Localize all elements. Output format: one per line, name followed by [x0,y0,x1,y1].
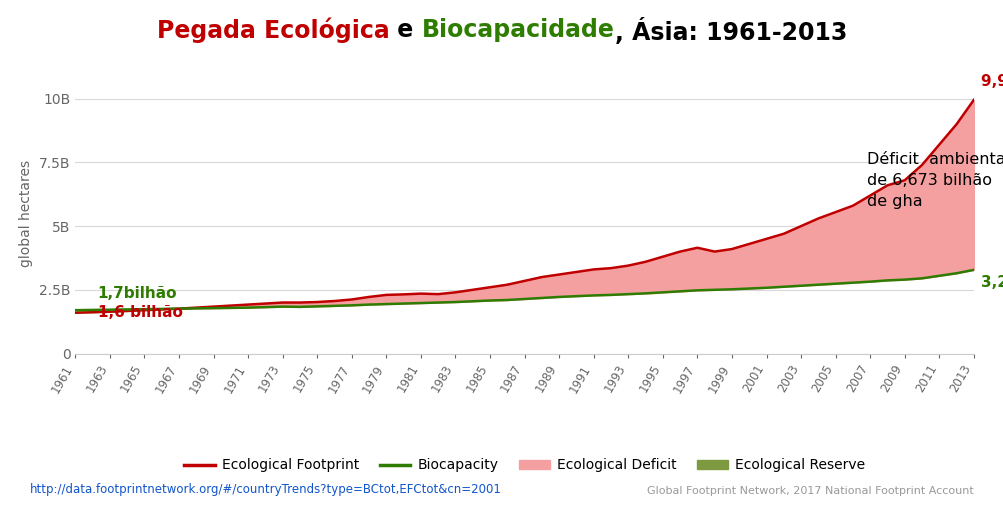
Text: e: e [389,18,421,42]
Text: 9,956 bilhões: 9,956 bilhões [980,74,1003,89]
Text: 1,6 bilhão: 1,6 bilhão [97,306,183,320]
Y-axis label: global hectares: global hectares [19,160,33,267]
Text: Pegada Ecológica: Pegada Ecológica [156,18,389,43]
Legend: Ecological Footprint, Biocapacity, Ecological Deficit, Ecological Reserve: Ecological Footprint, Biocapacity, Ecolo… [179,453,870,478]
Text: http://data.footprintnetwork.org/#/countryTrends?type=BCtot,EFCtot&cn=2001: http://data.footprintnetwork.org/#/count… [30,483,501,496]
Text: Biocapacidade: Biocapacidade [421,18,614,42]
Text: 1,7bilhão: 1,7bilhão [97,285,178,300]
Text: Global Footprint Network, 2017 National Footprint Account: Global Footprint Network, 2017 National … [647,486,973,496]
Text: 3,283 bilhões: 3,283 bilhões [980,275,1003,290]
Text: , Ásia: 1961-2013: , Ásia: 1961-2013 [614,18,847,44]
Text: Déficit  ambiental
de 6,673 bilhão
de gha: Déficit ambiental de 6,673 bilhão de gha [866,152,1003,209]
